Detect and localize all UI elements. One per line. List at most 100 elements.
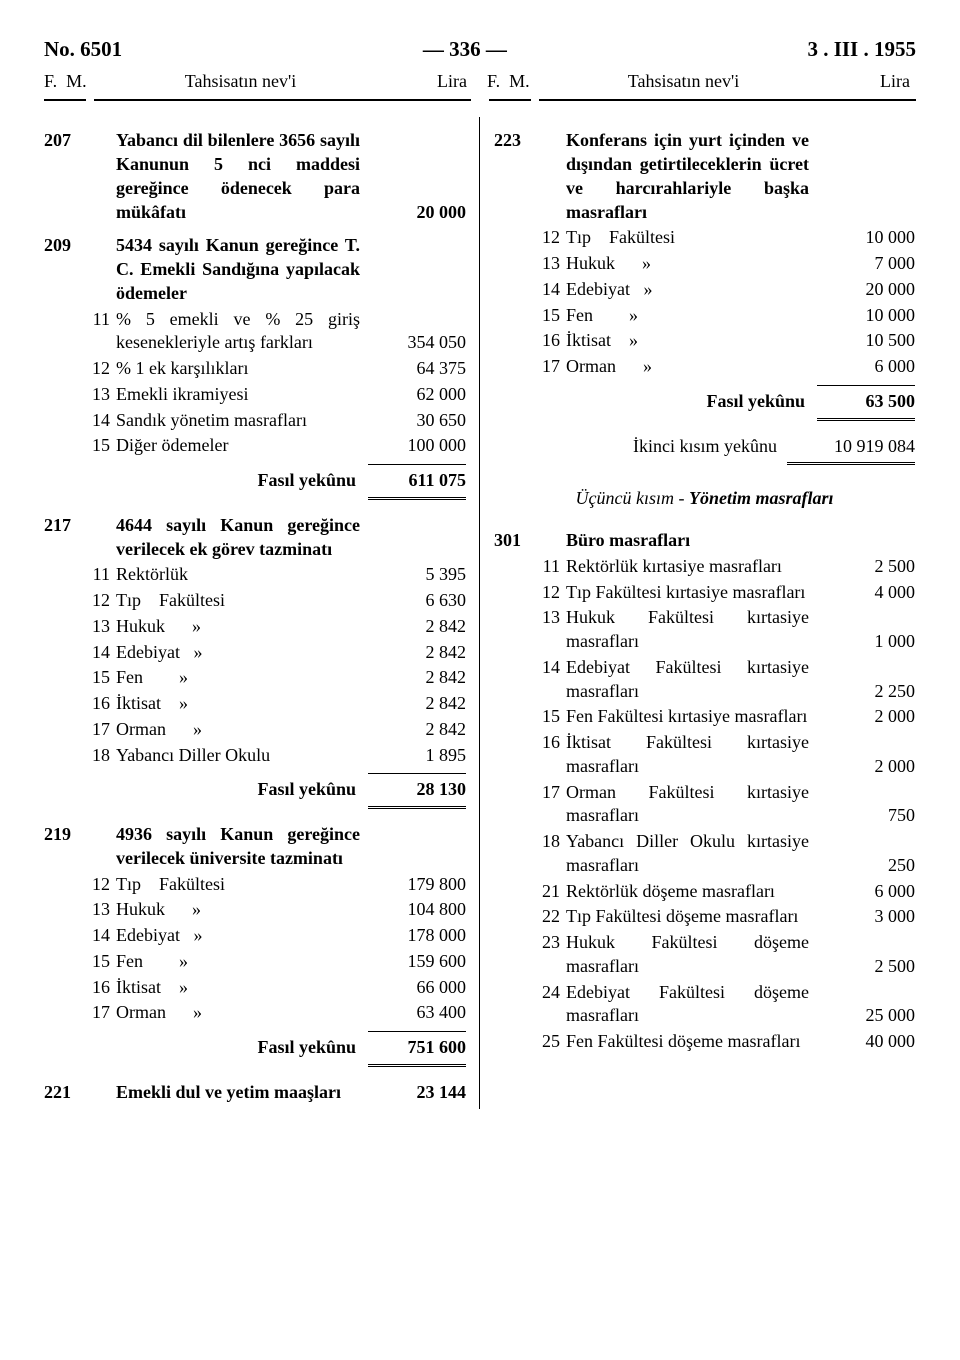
doc-number: No. 6501 bbox=[44, 36, 122, 64]
txt-301-22: Tıp Fakültesi döşeme masrafları bbox=[566, 905, 817, 929]
amt-301-18: 250 bbox=[817, 854, 915, 878]
section3-b: Yönetim masrafları bbox=[689, 488, 834, 508]
total-209: 611 075 bbox=[368, 469, 466, 493]
txt-223-15: Fen » bbox=[566, 304, 817, 328]
f-217: 217 bbox=[44, 514, 82, 538]
dbl-219 bbox=[368, 1064, 466, 1067]
amt-219-16: 66 000 bbox=[368, 976, 466, 1000]
amt-217-12: 6 630 bbox=[368, 589, 466, 613]
amt-301-15: 2 000 bbox=[817, 705, 915, 729]
col-f-right: F. bbox=[487, 71, 500, 91]
ikinci-kisim-row: İkinci kısım yekûnu 10 919 084 bbox=[494, 435, 915, 459]
txt-301-14: Edebiyat Fakültesi kırtasiye masrafları bbox=[566, 656, 817, 704]
col-f-left: F. bbox=[44, 71, 57, 91]
m-217-17: 17 bbox=[82, 718, 116, 742]
title-209: 5434 sayılı Kanun gereğince T. C. Emekli… bbox=[116, 234, 368, 305]
amt-301-25: 40 000 bbox=[817, 1030, 915, 1054]
m-209-15: 15 bbox=[82, 434, 116, 458]
txt-217-17: Orman » bbox=[116, 718, 368, 742]
f-207: 207 bbox=[44, 129, 82, 153]
m-301-21: 21 bbox=[532, 880, 566, 904]
m-217-11: 11 bbox=[82, 563, 116, 587]
title-301: Büro masrafları bbox=[566, 529, 817, 553]
total-label-223: Fasıl yekûnu bbox=[566, 390, 817, 414]
txt-217-18: Yabancı Diller Okulu bbox=[116, 744, 368, 768]
txt-301-16: İktisat Fakültesi kırtasiye masrafları bbox=[566, 731, 817, 779]
title-217: 4644 sayılı Kanun gereğince verilecek ek… bbox=[116, 514, 368, 562]
amt-219-15: 159 600 bbox=[368, 950, 466, 974]
entry-209: 209 5434 sayılı Kanun gereğince T. C. Em… bbox=[44, 234, 466, 500]
amt-217-11: 5 395 bbox=[368, 563, 466, 587]
m-301-16: 16 bbox=[532, 731, 566, 755]
entry-301: 301 Büro masrafları 11Rektörlük kırtasiy… bbox=[494, 529, 915, 1054]
m-209-11: 11 bbox=[82, 308, 116, 332]
amt-209-14: 30 650 bbox=[368, 409, 466, 433]
amt-301-13: 1 000 bbox=[817, 630, 915, 654]
txt-217-13: Hukuk » bbox=[116, 615, 368, 639]
rule-223 bbox=[817, 385, 915, 386]
m-209-12: 12 bbox=[82, 357, 116, 381]
amt-301-11: 2 500 bbox=[817, 555, 915, 579]
amt-217-13: 2 842 bbox=[368, 615, 466, 639]
column-headers: F. M. Tahsisatın nev'i Lira F. M. Tahsis… bbox=[44, 70, 916, 94]
amt-223-13: 7 000 bbox=[817, 252, 915, 276]
amt-301-24: 25 000 bbox=[817, 1004, 915, 1028]
amt-219-17: 63 400 bbox=[368, 1001, 466, 1025]
no-label: No. bbox=[44, 37, 75, 61]
txt-219-15: Fen » bbox=[116, 950, 368, 974]
amt-209-12: 64 375 bbox=[368, 357, 466, 381]
no-value: 6501 bbox=[80, 37, 122, 61]
col-nev-left: Tahsisatın nev'i bbox=[114, 70, 367, 94]
txt-217-16: İktisat » bbox=[116, 692, 368, 716]
m-217-14: 14 bbox=[82, 641, 116, 665]
amt-209-11: 354 050 bbox=[368, 331, 466, 355]
amt-223-15: 10 000 bbox=[817, 304, 915, 328]
entry-207: 207 Yabancı dil bilenlere 3656 sayılı Ka… bbox=[44, 129, 466, 224]
amt-301-23: 2 500 bbox=[817, 955, 915, 979]
txt-209-11: % 5 emekli ve % 25 giriş kesenekleriyle … bbox=[116, 308, 368, 356]
txt-219-17: Orman » bbox=[116, 1001, 368, 1025]
txt-301-25: Fen Fakültesi döşeme masrafları bbox=[566, 1030, 817, 1054]
txt-223-13: Hukuk » bbox=[566, 252, 817, 276]
total-219: 751 600 bbox=[368, 1036, 466, 1060]
amt-217-18: 1 895 bbox=[368, 744, 466, 768]
f-223: 223 bbox=[494, 129, 532, 153]
amt-223-14: 20 000 bbox=[817, 278, 915, 302]
m-219-12: 12 bbox=[82, 873, 116, 897]
txt-219-16: İktisat » bbox=[116, 976, 368, 1000]
m-223-12: 12 bbox=[532, 226, 566, 250]
title-219: 4936 sayılı Kanun gereğince verilecek ün… bbox=[116, 823, 368, 871]
txt-301-12: Tıp Fakültesi kırtasiye masrafları bbox=[566, 581, 817, 605]
m-301-23: 23 bbox=[532, 931, 566, 955]
dbl-ikinci bbox=[787, 462, 915, 465]
txt-301-21: Rektörlük döşeme masrafları bbox=[566, 880, 817, 904]
txt-301-24: Edebiyat Fakültesi döşeme masrafları bbox=[566, 981, 817, 1029]
m-217-12: 12 bbox=[82, 589, 116, 613]
amt-301-12: 4 000 bbox=[817, 581, 915, 605]
amt-219-14: 178 000 bbox=[368, 924, 466, 948]
txt-209-13: Emekli ikramiyesi bbox=[116, 383, 368, 407]
m-219-16: 16 bbox=[82, 976, 116, 1000]
entry-223: 223 Konferans için yurt içinden ve dışın… bbox=[494, 129, 915, 420]
txt-301-15: Fen Fakültesi kırtasiye masrafları bbox=[566, 705, 817, 729]
m-301-24: 24 bbox=[532, 981, 566, 1005]
rule-217 bbox=[368, 773, 466, 774]
title-223: Konferans için yurt içinden ve dışından … bbox=[566, 129, 817, 224]
txt-217-12: Tıp Fakültesi bbox=[116, 589, 368, 613]
amt-301-16: 2 000 bbox=[817, 755, 915, 779]
ikinci-kisim-label: İkinci kısım yekûnu bbox=[566, 435, 787, 459]
amt-207: 20 000 bbox=[368, 201, 466, 225]
total-217: 28 130 bbox=[368, 778, 466, 802]
txt-221: Emekli dul ve yetim maaşları bbox=[116, 1081, 368, 1105]
amt-223-12: 10 000 bbox=[817, 226, 915, 250]
m-223-14: 14 bbox=[532, 278, 566, 302]
entry-217: 217 4644 sayılı Kanun gereğince verilece… bbox=[44, 514, 466, 809]
m-301-11: 11 bbox=[532, 555, 566, 579]
amt-217-17: 2 842 bbox=[368, 718, 466, 742]
m-301-13: 13 bbox=[532, 606, 566, 630]
col-lira-left: Lira bbox=[367, 70, 473, 94]
page-header: No. 6501 — 336 — 3 . III . 1955 bbox=[44, 36, 916, 64]
txt-209-14: Sandık yönetim masrafları bbox=[116, 409, 368, 433]
txt-223-16: İktisat » bbox=[566, 329, 817, 353]
total-223: 63 500 bbox=[817, 390, 915, 414]
